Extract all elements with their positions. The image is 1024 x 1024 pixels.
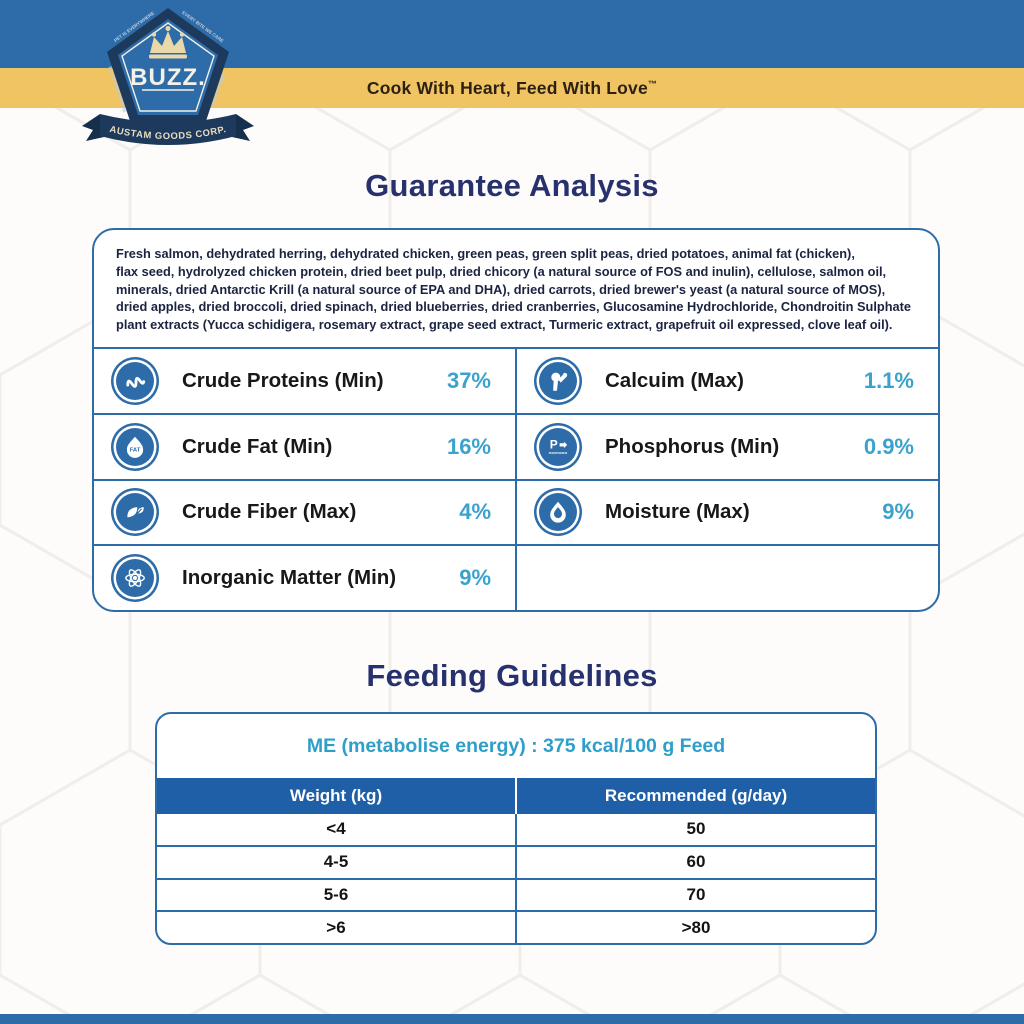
header-weight: Weight (kg): [157, 778, 517, 814]
nutrient-cell-calcium: Calcuim (Max) 1.1%: [517, 349, 938, 413]
feeding-table-header: Weight (kg) Recommended (g/day): [157, 778, 875, 814]
fat-icon-text: FAT: [130, 447, 141, 453]
nutrient-cell-crude-fat: FAT Crude Fat (Min) 16%: [94, 414, 517, 479]
nutrient-value: 4%: [459, 499, 491, 525]
water-drop-icon: [539, 493, 577, 532]
weight-value: <4: [157, 814, 517, 845]
nutrient-label: Inorganic Matter (Min): [182, 566, 397, 590]
nutrient-cell-inorganic-matter: Inorganic Matter (Min) 9%: [94, 546, 517, 610]
weight-value: 5-6: [157, 879, 517, 911]
metabolisable-energy-note: ME (metabolise energy) : 375 kcal/100 g …: [306, 734, 726, 757]
phosphorus-caption: PHOSPHORUS: [549, 451, 568, 455]
nutrient-cell-crude-fiber: Crude Fiber (Max) 4%: [94, 480, 517, 545]
badge-face: [118, 19, 218, 115]
atom-icon: [116, 559, 154, 598]
ingredients-line: dried apples, dried broccoli, dried spin…: [116, 299, 912, 315]
nutrient-cell-phosphorus: P PHOSPHORUS Phosphorus (Min) 0.9%: [517, 415, 938, 479]
table-row: <4 50: [157, 814, 875, 847]
phosphorus-symbol: P: [550, 437, 558, 451]
nutrient-cell-empty: [517, 546, 938, 610]
nutrient-label: Crude Fat (Min): [182, 434, 333, 458]
nutrient-label: Calcuim (Max): [605, 368, 744, 392]
nutrient-cell-moisture: Moisture (Max) 9%: [517, 481, 938, 545]
nutrient-value: 9%: [882, 499, 914, 525]
nutrient-label: Phosphorus (Min): [605, 434, 780, 458]
feeding-guidelines-panel: ME (metabolise energy) : 375 kcal/100 g …: [155, 712, 877, 945]
guarantee-analysis-title: Guarantee Analysis: [365, 168, 659, 203]
fiber-leaf-icon: [116, 493, 154, 532]
nutrient-row: FAT Crude Fat (Min) 16% P PHOSPHORUS Phos…: [94, 414, 938, 481]
nutrient-value: 16%: [446, 433, 491, 459]
brand-wordmark: BUZZ.: [130, 64, 206, 91]
nutrient-row: Inorganic Matter (Min) 9%: [94, 546, 938, 610]
nutrient-value: 0.9%: [863, 433, 914, 459]
fat-icon: FAT: [116, 427, 154, 466]
ingredients-line: minerals, dried Antarctic Krill (a natur…: [116, 281, 886, 297]
trademark-symbol: ™: [647, 78, 658, 89]
recommended-value: >80: [681, 917, 711, 937]
nutrient-label: Crude Fiber (Max): [182, 500, 357, 524]
weight-value: 4-5: [157, 846, 517, 878]
tagline-text: Cook With Heart, Feed With Love: [366, 77, 648, 98]
table-row: >6 >80: [157, 912, 875, 943]
nutrient-label: Moisture (Max): [605, 500, 750, 524]
header-recommended: Recommended (g/day): [604, 786, 788, 805]
protein-icon: [116, 361, 154, 400]
nutrient-value: 1.1%: [863, 367, 914, 393]
nutrient-row: Crude Fiber (Max) 4% Moisture (Max) 9%: [94, 480, 938, 547]
feeding-guidelines-title: Feeding Guidelines: [366, 658, 658, 693]
recommended-value: 50: [686, 819, 706, 839]
guarantee-analysis-panel: Fresh salmon, dehydrated herring, dehydr…: [92, 228, 940, 612]
nutrient-row: Crude Proteins (Min) 37% Calcuim (Max) 1…: [94, 349, 938, 415]
brand-tagline: Cook With Heart, Feed With Love™: [367, 78, 657, 99]
ingredients-line: flax seed, hydrolyzed chicken protein, d…: [116, 263, 887, 279]
phosphorus-icon: P PHOSPHORUS: [539, 427, 577, 466]
ribbon-banner: AUSTAM GOODS CORP.: [82, 114, 254, 145]
crown-icon: [149, 26, 187, 59]
table-row: 4-5 60: [157, 846, 875, 880]
nutrient-grid: Crude Proteins (Min) 37% Calcuim (Max) 1…: [94, 347, 938, 610]
nutrient-cell-crude-proteins: Crude Proteins (Min) 37%: [94, 349, 517, 413]
footer-blue-band: [0, 1014, 1024, 1024]
nutrient-value: 37%: [446, 367, 491, 393]
recommended-value: 60: [686, 852, 706, 872]
table-row: 5-6 70: [157, 879, 875, 913]
recommended-value: 70: [686, 884, 706, 904]
nutrient-value: 9%: [459, 565, 491, 591]
badge-inner-line: [121, 22, 215, 112]
bone-joint-icon: [539, 361, 577, 400]
brand-badge-logo: PET IS EVERYWHERE EVERY BITE WE CARE PET…: [82, 8, 254, 145]
ingredients-line: Fresh salmon, dehydrated herring, dehydr…: [116, 246, 855, 261]
ingredients-text: Fresh salmon, dehydrated herring, dehydr…: [94, 230, 938, 347]
weight-value: >6: [157, 912, 517, 943]
feeding-table-body: <4 50 4-5 60 5-6 70 >6 >80: [157, 814, 875, 943]
nutrient-label: Crude Proteins (Min): [182, 368, 384, 392]
ingredients-line: plant extracts (Yucca schidigera, rosema…: [116, 317, 893, 333]
